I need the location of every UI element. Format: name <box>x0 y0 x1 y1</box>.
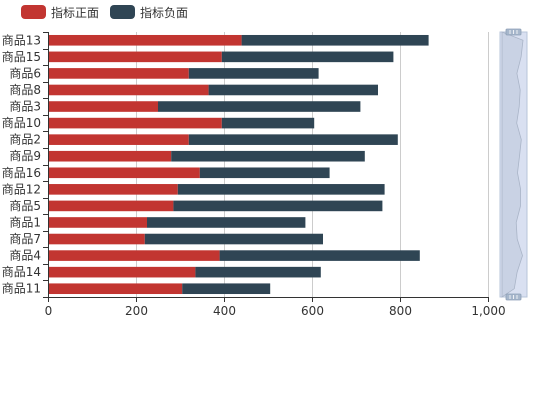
legend-item-negative[interactable]: 指标负面 <box>110 4 188 20</box>
bar-layer <box>48 34 429 295</box>
bar-positive-5[interactable] <box>48 200 174 212</box>
bar-positive-6[interactable] <box>48 184 178 195</box>
bar-positive-13[interactable] <box>48 68 189 79</box>
bar-positive-1[interactable] <box>48 266 196 278</box>
bar-negative-0[interactable] <box>182 283 271 295</box>
bar-negative-8[interactable] <box>171 150 365 162</box>
bar-negative-2[interactable] <box>219 250 420 261</box>
y-tick-label-12: 商品8 <box>9 82 41 97</box>
bar-negative-14[interactable] <box>221 51 394 63</box>
y-tick-label-9: 商品2 <box>9 132 41 147</box>
bar-negative-5[interactable] <box>173 200 383 212</box>
datazoom-data-shadow <box>501 31 524 298</box>
x-tick-label-4: 800 <box>389 304 412 318</box>
bar-positive-14[interactable] <box>48 51 222 63</box>
y-tick-label-8: 商品9 <box>9 148 41 163</box>
y-tick-label-11: 商品3 <box>9 99 41 114</box>
bar-positive-2[interactable] <box>48 250 220 261</box>
bar-positive-0[interactable] <box>48 283 183 295</box>
y-tick-label-7: 商品16 <box>2 165 41 180</box>
legend-swatch-positive <box>21 5 46 19</box>
bar-negative-11[interactable] <box>158 101 361 112</box>
legend-label-positive: 指标正面 <box>51 5 100 20</box>
x-tick-label-2: 400 <box>213 304 236 318</box>
y-tick-label-2: 商品4 <box>9 248 41 263</box>
x-tick-label-5: 1,000 <box>471 304 505 318</box>
bar-negative-9[interactable] <box>188 134 398 145</box>
bar-negative-1[interactable] <box>195 266 321 278</box>
bar-negative-6[interactable] <box>177 184 385 195</box>
bar-negative-4[interactable] <box>147 217 306 228</box>
bar-positive-11[interactable] <box>48 101 158 112</box>
legend-swatch-negative <box>110 5 135 19</box>
x-tick-label-0: 0 <box>45 304 53 318</box>
y-tick-label-5: 商品5 <box>9 198 41 213</box>
bar-positive-12[interactable] <box>48 84 209 96</box>
legend-item-positive[interactable]: 指标正面 <box>21 4 99 20</box>
datazoom-slider[interactable] <box>499 28 528 301</box>
bar-negative-13[interactable] <box>188 68 319 79</box>
bar-positive-10[interactable] <box>48 117 222 129</box>
bar-positive-8[interactable] <box>48 150 172 162</box>
y-tick-label-10: 商品10 <box>2 115 41 130</box>
bar-negative-7[interactable] <box>199 167 330 179</box>
bar-negative-10[interactable] <box>221 117 315 129</box>
y-tick-label-3: 商品7 <box>9 231 41 246</box>
y-tick-label-13: 商品6 <box>9 65 41 80</box>
x-tick-label-1: 200 <box>125 304 148 318</box>
bar-negative-3[interactable] <box>144 233 323 245</box>
bar-positive-15[interactable] <box>48 34 242 46</box>
y-tick-label-1: 商品14 <box>2 264 41 279</box>
bar-positive-9[interactable] <box>48 134 189 145</box>
bar-negative-15[interactable] <box>241 34 429 46</box>
legend-label-negative: 指标负面 <box>140 5 189 20</box>
bar-negative-12[interactable] <box>208 84 378 96</box>
y-tick-label-6: 商品12 <box>2 181 41 196</box>
x-tick-label-3: 600 <box>301 304 324 318</box>
y-tick-label-15: 商品13 <box>2 32 41 47</box>
bar-positive-4[interactable] <box>48 217 147 228</box>
bar-positive-3[interactable] <box>48 233 145 245</box>
y-tick-label-4: 商品1 <box>9 214 41 229</box>
bar-positive-7[interactable] <box>48 167 200 179</box>
y-tick-label-14: 商品15 <box>2 49 41 64</box>
axis-layer: 商品11商品14商品4商品7商品1商品5商品12商品16商品9商品2商品10商品… <box>2 32 506 318</box>
y-tick-label-0: 商品11 <box>2 281 41 296</box>
